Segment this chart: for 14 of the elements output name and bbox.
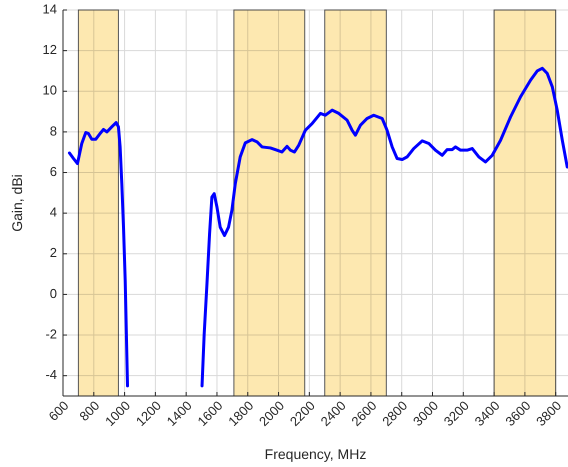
y-tick-label: 8 bbox=[50, 123, 57, 138]
x-tick-label: 600 bbox=[46, 398, 72, 424]
y-tick-label: -4 bbox=[45, 367, 57, 382]
y-tick-label: 14 bbox=[42, 1, 57, 16]
y-tick-label: -2 bbox=[45, 326, 57, 342]
y-tick-label: 0 bbox=[50, 286, 57, 301]
y-tick-label: 10 bbox=[42, 82, 57, 98]
y-tick-label: 12 bbox=[42, 42, 57, 58]
x-tick-label: 800 bbox=[76, 398, 102, 424]
x-axis-title: Frequency, MHz bbox=[264, 446, 366, 462]
y-tick-label: 2 bbox=[50, 245, 57, 260]
y-tick-label: 6 bbox=[50, 164, 57, 179]
y-axis-title: Gain, dBi bbox=[9, 174, 25, 232]
y-tick-label: 4 bbox=[50, 204, 57, 220]
